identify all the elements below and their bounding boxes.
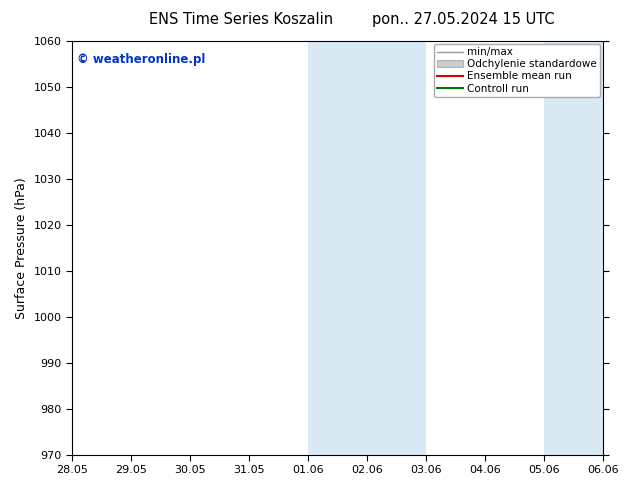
Text: © weatheronline.pl: © weatheronline.pl — [77, 53, 206, 67]
Legend: min/max, Odchylenie standardowe, Ensemble mean run, Controll run: min/max, Odchylenie standardowe, Ensembl… — [434, 44, 600, 97]
Bar — [308, 41, 426, 455]
Text: pon.. 27.05.2024 15 UTC: pon.. 27.05.2024 15 UTC — [372, 12, 554, 27]
Text: ENS Time Series Koszalin: ENS Time Series Koszalin — [149, 12, 333, 27]
Bar — [544, 41, 603, 455]
Y-axis label: Surface Pressure (hPa): Surface Pressure (hPa) — [15, 177, 28, 318]
